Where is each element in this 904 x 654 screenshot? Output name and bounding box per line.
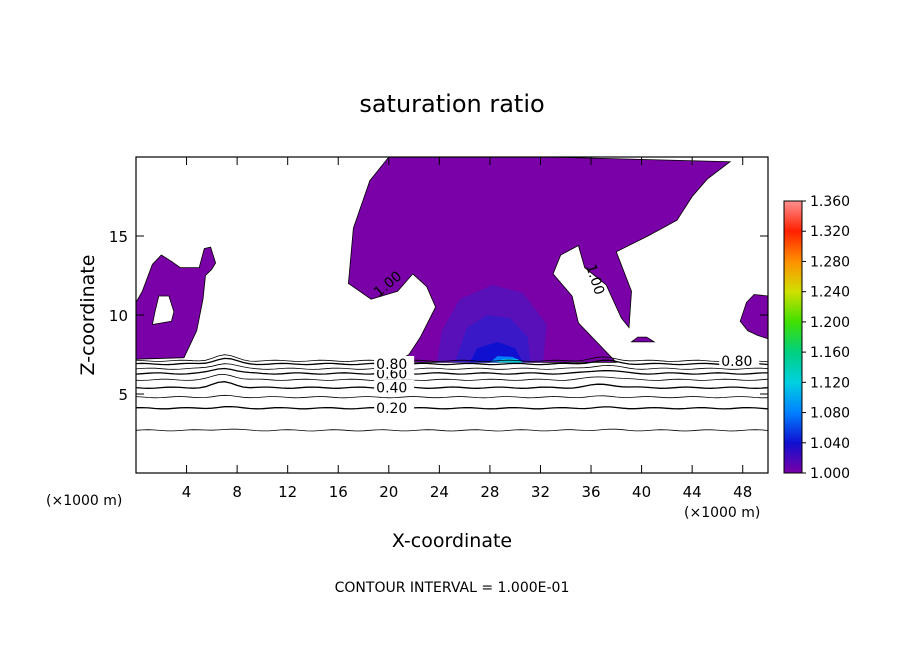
contour-line-0.9	[135, 354, 768, 362]
contour-line-0.3	[135, 394, 769, 399]
contour-label-0.80-right: 0.80	[721, 354, 752, 370]
contour-line-0.2	[135, 405, 769, 410]
contour-label-bg	[719, 352, 760, 367]
y-tick-label: 5	[118, 386, 128, 404]
colorbar-tick-label: 1.120	[810, 375, 850, 391]
contour-label-bg	[374, 400, 415, 415]
contour-label-bg	[374, 379, 415, 394]
x-tick-label: 16	[329, 483, 348, 501]
contour-line-0.1	[135, 428, 769, 432]
x-tick-label: 8	[232, 483, 242, 501]
cloud-region-small-patch	[630, 336, 656, 343]
cloud-region-central	[347, 156, 732, 363]
contour-label: 0.60	[376, 366, 407, 382]
chart-title: saturation ratio	[359, 90, 544, 118]
x-tick-label: 48	[733, 483, 752, 501]
x-tick-label: 24	[430, 483, 449, 501]
contour-line-0.4	[135, 381, 769, 389]
x-axis-unit-left: (×1000 m)	[46, 493, 122, 509]
colorbar-tick-label: 1.080	[810, 406, 850, 422]
colorbar-tick-label: 1.280	[810, 254, 850, 270]
colorbar-tick-label: 1.040	[810, 436, 850, 452]
y-tick-label: 10	[109, 307, 128, 325]
x-tick-label: 28	[480, 483, 499, 501]
contour-lines-layer	[135, 354, 769, 432]
x-tick-label: 32	[531, 483, 550, 501]
y-tick-label: 15	[109, 228, 128, 246]
x-tick-label: 12	[278, 483, 297, 501]
colorbar-tick-label: 1.200	[810, 315, 850, 331]
x-tick-label: 4	[182, 483, 192, 501]
supersaturation-fill-layer	[135, 156, 769, 363]
colorbar-tick-label: 1.160	[810, 345, 850, 361]
colorbar-gradient	[783, 200, 803, 474]
contour-label: 0.20	[376, 401, 407, 417]
colorbar-tick-label: 1.320	[810, 224, 850, 240]
x-tick-label: 44	[683, 483, 702, 501]
contour-interval-note: CONTOUR INTERVAL = 1.000E-01	[335, 580, 570, 596]
x-tick-label: 20	[379, 483, 398, 501]
contour-label-bg	[374, 355, 415, 370]
cloud-region-right	[739, 294, 769, 340]
colorbar: 1.000 1.040 1.080 1.120 1.160 1.200 1.240 1.280…	[783, 194, 850, 482]
x-axis-label: X-coordinate	[392, 530, 512, 552]
contour-line-0.7	[135, 363, 769, 370]
contour-label: 0.80	[376, 357, 407, 373]
cloud-region-left	[135, 246, 217, 360]
x-tick-label: 36	[581, 483, 600, 501]
contour-label: 0.40	[376, 381, 407, 397]
x-axis-unit-right: (×1000 m)	[684, 505, 760, 521]
colorbar-tick-label: 1.240	[810, 285, 850, 301]
colorbar-tick-label: 1.000	[810, 466, 850, 482]
x-axis-ticks: 4 8 12 16 20 24 28 32 36 40 44 48	[182, 157, 752, 501]
x-tick-label: 40	[632, 483, 651, 501]
y-axis-label: Z-coordinate	[77, 255, 99, 376]
contour-line-0.6	[135, 367, 768, 375]
contour-line-0.5	[135, 373, 769, 381]
y-axis-ticks: 5 10 15	[109, 228, 768, 404]
colorbar-tick-label: 1.360	[810, 194, 850, 210]
contour-line-0.8	[135, 357, 769, 366]
